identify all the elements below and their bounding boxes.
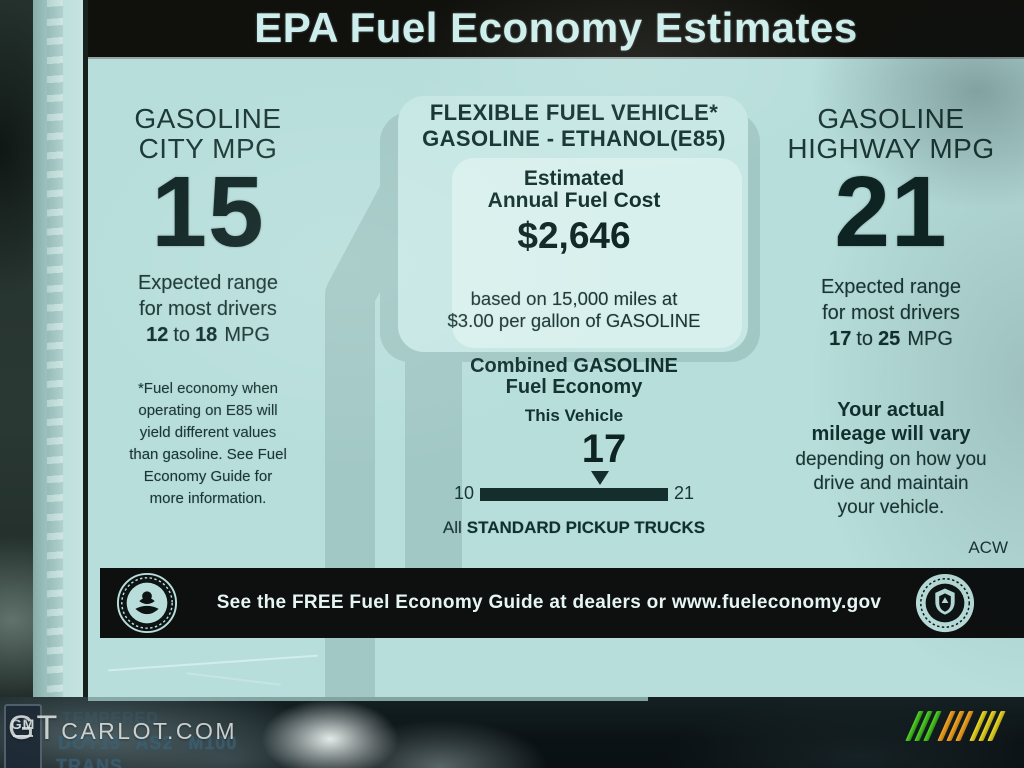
highway-mpg-value: 21 bbox=[834, 156, 948, 268]
glass-etch-dot-code: DOT15 AS2 M100 bbox=[58, 733, 238, 753]
city-range-values: 12 to 18 MPG bbox=[146, 324, 270, 346]
city-expected-range: Expected range for most drivers 12 to 18 MP… bbox=[93, 270, 323, 348]
scale-max-label: 21 bbox=[674, 483, 695, 503]
mileage-vary-bold: Your actual mileage will vary bbox=[811, 399, 971, 445]
footer-message: See the FREE Fuel Economy Guide at deale… bbox=[216, 592, 882, 613]
combined-economy-heading: Combined GASOLINE Fuel Economy bbox=[470, 355, 678, 398]
gtcarlot-watermark: GTCARLOT.COM bbox=[8, 709, 237, 748]
footer-bar: See the FREE Fuel Economy Guide at deale… bbox=[100, 568, 1024, 638]
sticker-torn-edge bbox=[33, 0, 88, 700]
combined-mpg-value: 17 bbox=[581, 427, 627, 471]
annual-fuel-cost-box bbox=[452, 158, 742, 348]
watermark-gt: GT bbox=[8, 709, 60, 747]
vehicle-category-line: All STANDARD PICKUP TRUCKS bbox=[442, 518, 706, 537]
header-bar: EPA Fuel Economy Estimates bbox=[88, 0, 1024, 59]
label-bottom-edge bbox=[88, 697, 648, 701]
city-mpg-heading: GASOLINE CITY MPG bbox=[134, 103, 282, 164]
epa-seal-icon bbox=[116, 572, 178, 634]
e85-footnote: *Fuel economy when operating on E85 will… bbox=[129, 380, 287, 507]
label-initials: ACW bbox=[968, 538, 1008, 557]
sticker-crease-small bbox=[186, 672, 281, 686]
gm-logo-text: GM bbox=[10, 716, 36, 732]
glass-etch-trans: TRANS bbox=[56, 756, 123, 768]
annual-fuel-cost-amount: $2,646 bbox=[517, 215, 631, 256]
epa-fuel-economy-label: EPA Fuel Economy Estimates GASOLINE CITY… bbox=[88, 0, 1024, 697]
page-title: EPA Fuel Economy Estimates bbox=[254, 4, 858, 51]
highway-expected-range: Expected range for most drivers 17 to 25 MP… bbox=[766, 274, 1016, 352]
glass-etch-tempered: TEMPERED bbox=[62, 710, 159, 727]
watermark-carlot: CARLOT.COM bbox=[61, 718, 238, 744]
mileage-vary-note: depending on how you drive and maintain … bbox=[795, 449, 987, 518]
doe-seal-icon bbox=[915, 573, 975, 633]
vehicle-type-heading: FLEXIBLE FUEL VEHICLE* GASOLINE - ETHANO… bbox=[422, 100, 726, 151]
striped-brand-logo bbox=[905, 710, 1006, 742]
annual-fuel-cost-label: Estimated Annual Fuel Cost bbox=[487, 167, 661, 212]
gm-logo-underline bbox=[13, 735, 33, 737]
this-vehicle-label: This Vehicle bbox=[524, 406, 624, 425]
highway-range-values: 17 to 25 MPG bbox=[829, 328, 953, 350]
scale-min-label: 10 bbox=[453, 483, 474, 503]
city-mpg-value: 15 bbox=[151, 156, 265, 268]
highway-mpg-heading: GASOLINE HIGHWAY MPG bbox=[787, 103, 995, 164]
gm-glass-logo: GM bbox=[4, 704, 42, 768]
torn-edge-texture bbox=[47, 0, 63, 700]
scale-marker-triangle bbox=[591, 471, 609, 485]
photo-bottom-band: GM TEMPERED DOT15 AS2 M100 TRANS GTCARLO… bbox=[0, 697, 1024, 768]
mpg-scale-bar bbox=[480, 488, 668, 501]
cost-basis-text: based on 15,000 miles at $3.00 per gallo… bbox=[447, 288, 701, 331]
